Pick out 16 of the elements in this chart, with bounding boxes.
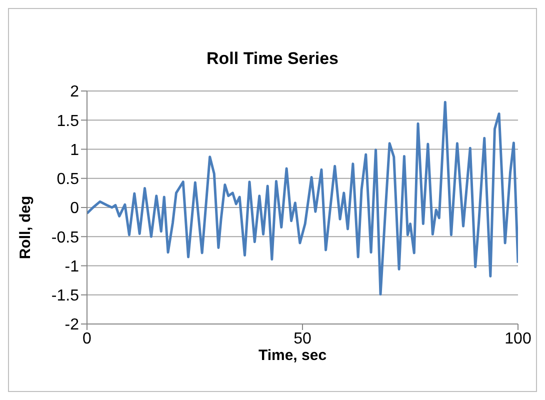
- line-series: [87, 100, 518, 296]
- y-tick-label: 1.5: [56, 112, 80, 130]
- y-tick-label: 1: [70, 142, 80, 159]
- y-tick-label: 0: [70, 200, 80, 218]
- x-tick-label: 50: [294, 330, 312, 348]
- y-tick-label: -1: [64, 258, 80, 276]
- x-axis-title: Time, sec: [257, 347, 328, 364]
- y-axis-title: Roll, deg: [18, 195, 34, 259]
- y-tick-label: -1.5: [51, 288, 80, 305]
- y-tick-label: -0.5: [51, 229, 80, 246]
- y-tick-label: 2: [70, 84, 80, 101]
- x-tick-label: 0: [82, 330, 92, 348]
- y-tick-label: 0.5: [56, 171, 80, 188]
- y-tick-label: -2: [64, 316, 80, 334]
- chart-title: Roll Time Series: [206, 49, 340, 69]
- x-tick-label: 100: [504, 330, 532, 348]
